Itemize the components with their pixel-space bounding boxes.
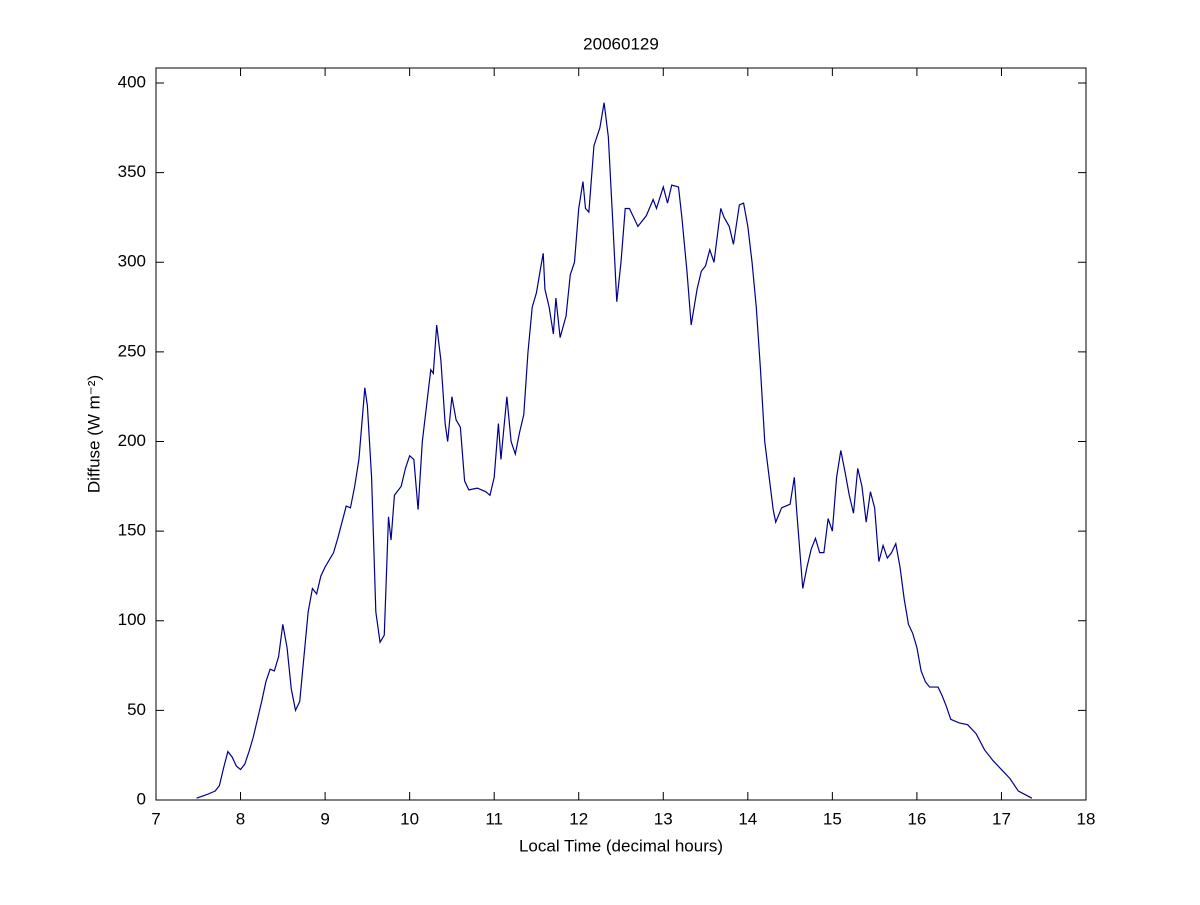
y-tick-label: 300 bbox=[118, 252, 146, 271]
x-tick-label: 8 bbox=[236, 809, 245, 828]
y-tick-label: 0 bbox=[137, 789, 146, 808]
x-tick-label: 10 bbox=[400, 809, 419, 828]
y-tick-label: 350 bbox=[118, 162, 146, 181]
y-tick-label: 100 bbox=[118, 610, 146, 629]
y-tick-label: 150 bbox=[118, 521, 146, 540]
y-axis-label: Diffuse (W m⁻²) bbox=[84, 375, 103, 493]
x-tick-label: 16 bbox=[907, 809, 926, 828]
chart-title: 20060129 bbox=[583, 34, 659, 53]
plot-frame bbox=[155, 67, 1087, 801]
x-tick-label: 12 bbox=[569, 809, 588, 828]
data-line bbox=[196, 102, 1033, 799]
x-tick-label: 9 bbox=[320, 809, 329, 828]
y-tick-label: 50 bbox=[127, 700, 146, 719]
x-tick-label: 11 bbox=[485, 809, 503, 828]
x-tick-label: 17 bbox=[992, 809, 1011, 828]
x-axis-label: Local Time (decimal hours) bbox=[519, 836, 723, 855]
x-tick-label: 13 bbox=[654, 809, 673, 828]
x-tick-label: 15 bbox=[823, 809, 842, 828]
x-tick-label: 7 bbox=[151, 809, 160, 828]
x-tick-label: 18 bbox=[1077, 809, 1096, 828]
y-tick-label: 250 bbox=[118, 341, 146, 360]
x-tick-label: 14 bbox=[738, 809, 757, 828]
y-tick-label: 400 bbox=[118, 72, 146, 91]
y-tick-label: 200 bbox=[118, 431, 146, 450]
